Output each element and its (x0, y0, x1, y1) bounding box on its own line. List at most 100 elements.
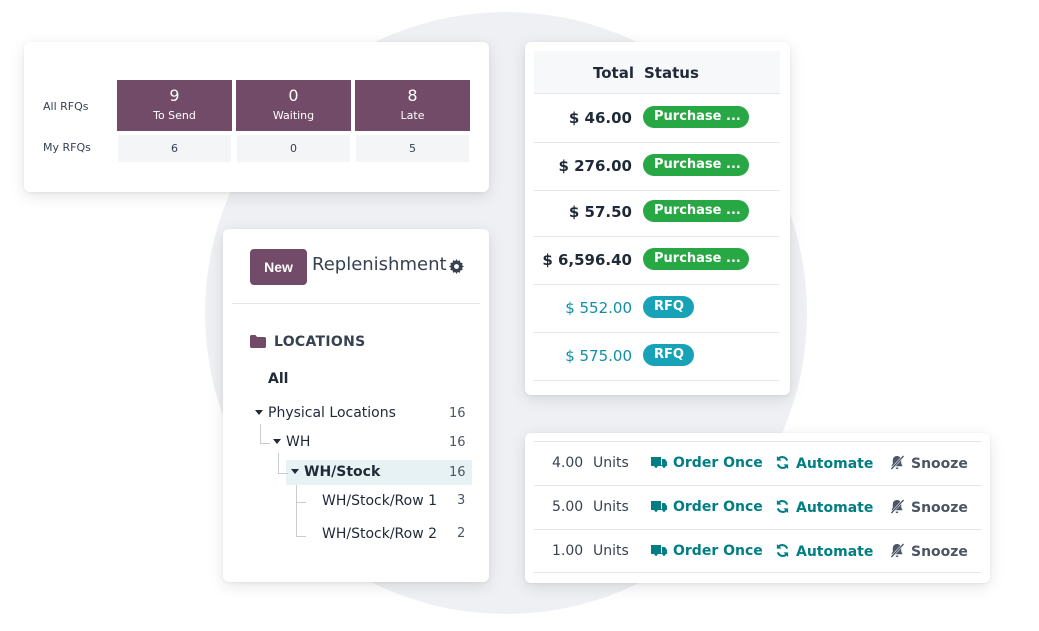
tree-count: 3 (457, 493, 466, 508)
tree-label: Physical Locations (268, 405, 396, 421)
order-once-button[interactable]: Order Once (651, 543, 763, 559)
my-rfq-late[interactable]: 5 (356, 135, 469, 162)
unit-of-measure: Units (593, 455, 629, 471)
tree-item-wh-stock-row-1[interactable]: WH/Stock/Row 1 (322, 493, 438, 509)
snooze-label: Snooze (911, 500, 968, 516)
automate-button[interactable]: Automate (775, 543, 873, 560)
tile-value: 8 (407, 86, 418, 105)
tile-label: To Send (153, 109, 196, 122)
bell-slash-icon (890, 499, 905, 514)
new-button[interactable]: New (250, 249, 307, 285)
status-badge: Purchase ... (643, 106, 749, 128)
snooze-button[interactable]: Snooze (889, 455, 968, 472)
table-row[interactable]: $ 276.00 Purchase ... (534, 143, 780, 191)
status-badge: RFQ (643, 296, 694, 318)
table-row[interactable]: $ 575.00 RFQ (534, 333, 780, 381)
tree-item-wh-stock-row-2[interactable]: WH/Stock/Row 2 (322, 526, 438, 542)
unit-of-measure: Units (593, 543, 629, 559)
orders-total-card: Total Status $ 46.00 Purchase ... $ 276.… (525, 42, 790, 395)
rfq-tile-waiting[interactable]: 0 Waiting (236, 80, 351, 131)
snooze-label: Snooze (911, 544, 968, 560)
automate-label: Automate (796, 500, 874, 516)
gear-icon[interactable] (449, 259, 464, 274)
quantity-value: 4.00 (552, 455, 584, 471)
order-once-label: Order Once (673, 499, 763, 515)
tree-connector (260, 424, 270, 444)
refresh-icon (776, 499, 789, 514)
tree-label: WH/Stock (304, 464, 381, 480)
quantity-value: 5.00 (552, 499, 584, 515)
order-once-label: Order Once (673, 543, 763, 559)
status-badge: Purchase ... (643, 248, 749, 270)
column-header-status[interactable]: Status (644, 64, 699, 82)
tree-connector (296, 485, 306, 503)
automate-button[interactable]: Automate (775, 499, 873, 516)
unit-of-measure: Units (593, 499, 629, 515)
locations-heading: LOCATIONS (274, 334, 366, 350)
table-row[interactable]: $ 46.00 Purchase ... (534, 95, 780, 143)
tree-item-all[interactable]: All (268, 371, 289, 387)
table-row: 1.00 Units Order Once Automate Snooze (534, 529, 981, 573)
table-row[interactable]: $ 57.50 Purchase ... (534, 189, 780, 237)
column-header-total[interactable]: Total (593, 64, 634, 82)
tree-count: 16 (449, 435, 466, 450)
rfq-tile-to-send[interactable]: 9 To Send (117, 80, 232, 131)
status-badge: RFQ (643, 344, 694, 366)
status-badge: Purchase ... (643, 154, 749, 176)
replenish-actions-card: 4.00 Units Order Once Automate Snooze 5.… (525, 433, 990, 583)
snooze-label: Snooze (911, 456, 968, 472)
bell-slash-icon (890, 455, 905, 470)
tile-value: 9 (169, 86, 180, 105)
my-rfq-to-send[interactable]: 6 (118, 135, 231, 162)
caret-down-icon (273, 439, 281, 444)
tree-count: 2 (457, 526, 466, 541)
tree-connector (278, 453, 288, 474)
tile-label: Waiting (272, 109, 315, 122)
replenishment-card: New Replenishment LOCATIONS All Physical… (223, 229, 489, 582)
tile-value: 0 (288, 86, 299, 105)
tile-label: Late (400, 109, 425, 122)
tree-item-wh-stock[interactable]: WH/Stock (291, 464, 380, 480)
automate-label: Automate (796, 456, 874, 472)
status-badge: Purchase ... (643, 200, 749, 222)
amount-total: $ 6,596.40 (542, 251, 632, 269)
amount-total: $ 57.50 (568, 203, 632, 221)
caret-down-icon (291, 469, 299, 474)
truck-icon (651, 501, 667, 512)
amount-total: $ 276.00 (558, 157, 632, 175)
quantity-value: 1.00 (552, 543, 584, 559)
order-once-button[interactable]: Order Once (651, 455, 763, 471)
automate-label: Automate (796, 544, 874, 560)
amount-total: $ 575.00 (565, 347, 632, 365)
order-once-button[interactable]: Order Once (651, 499, 763, 515)
order-once-label: Order Once (673, 455, 763, 471)
my-rfqs-label: My RFQs (43, 141, 91, 154)
automate-button[interactable]: Automate (775, 455, 873, 472)
amount-total: $ 46.00 (568, 109, 632, 127)
tree-label: WH (286, 434, 311, 450)
page-title: Replenishment (312, 254, 447, 275)
header-divider (232, 303, 480, 304)
amount-total: $ 552.00 (565, 299, 632, 317)
caret-down-icon (255, 410, 263, 415)
all-rfqs-label: All RFQs (43, 100, 89, 113)
rfq-tile-late[interactable]: 8 Late (355, 80, 470, 131)
tree-item-physical-locations[interactable]: Physical Locations (255, 405, 396, 421)
selected-row-highlight (286, 460, 472, 485)
refresh-icon (776, 455, 789, 470)
table-row: 5.00 Units Order Once Automate Snooze (534, 485, 981, 529)
snooze-button[interactable]: Snooze (889, 499, 968, 516)
refresh-icon (776, 543, 789, 558)
table-row: 4.00 Units Order Once Automate Snooze (534, 441, 981, 485)
my-rfq-waiting[interactable]: 0 (237, 135, 350, 162)
tree-connector (296, 503, 306, 537)
bell-slash-icon (890, 543, 905, 558)
rfq-summary-card: All RFQs My RFQs 9 To Send 0 Waiting 8 L… (24, 42, 489, 192)
table-row[interactable]: $ 552.00 RFQ (534, 285, 780, 333)
folder-icon (250, 335, 266, 348)
snooze-button[interactable]: Snooze (889, 543, 968, 560)
truck-icon (651, 545, 667, 556)
tree-count: 16 (449, 465, 466, 480)
table-row[interactable]: $ 6,596.40 Purchase ... (534, 237, 780, 285)
tree-item-wh[interactable]: WH (273, 434, 310, 450)
